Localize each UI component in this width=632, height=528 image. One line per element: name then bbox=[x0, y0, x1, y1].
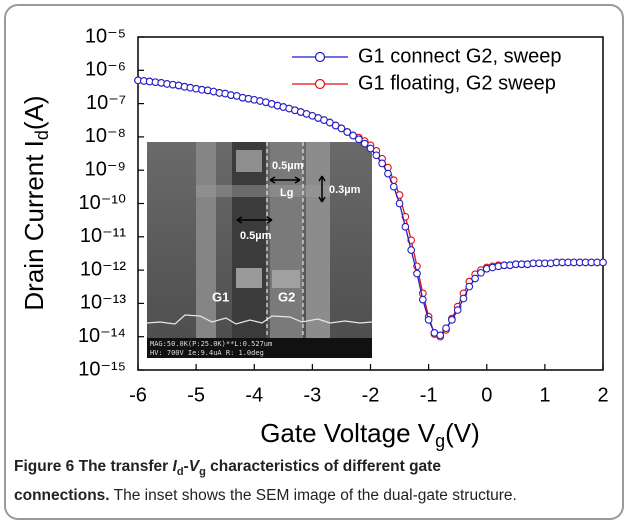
y-tick-label: 10⁻⁶ bbox=[85, 59, 126, 81]
y-tick-label: 10⁻¹⁰ bbox=[79, 192, 126, 214]
caption-title: V bbox=[188, 458, 200, 475]
caption-title: g bbox=[199, 466, 206, 479]
x-tick-label: -3 bbox=[303, 384, 321, 406]
data-point bbox=[453, 306, 462, 314]
data-point bbox=[413, 269, 421, 278]
arrow bbox=[236, 216, 273, 224]
inset-label: G1 bbox=[212, 289, 229, 304]
sem-column bbox=[196, 142, 216, 340]
sem-column bbox=[232, 142, 266, 340]
caption: Figure 6 The transfer Id-Vg characterist… bbox=[14, 455, 624, 507]
sem-inset: 0.5µm Lg 0.3µm 0.5µm G1 G2 MAG:50.0K(P:2… bbox=[146, 142, 373, 358]
caption-title: characteristics of different gate bbox=[205, 458, 441, 475]
data-point bbox=[366, 144, 375, 153]
data-point bbox=[471, 274, 479, 283]
caption-title: The transfer bbox=[74, 458, 173, 475]
x-tick-label: -2 bbox=[362, 384, 380, 406]
data-point bbox=[407, 246, 416, 254]
x-tick-label: 0 bbox=[481, 384, 492, 406]
data-point bbox=[477, 268, 485, 277]
caption-title: d bbox=[176, 466, 184, 479]
x-tick-label: -1 bbox=[420, 384, 438, 406]
x-axis-label-text: Gate Voltage V bbox=[260, 418, 436, 448]
sem-column bbox=[270, 142, 303, 340]
y-tick-label: 10⁻¹¹ bbox=[80, 225, 126, 247]
y-tick-label: 10⁻⁵ bbox=[85, 25, 126, 47]
data-point bbox=[355, 135, 363, 144]
data-point bbox=[448, 316, 456, 324]
x-axis-label-sub: g bbox=[435, 431, 445, 451]
data-point bbox=[349, 131, 357, 140]
sem-block bbox=[236, 150, 262, 172]
data-point bbox=[599, 258, 607, 267]
arrow bbox=[269, 176, 301, 184]
data-point bbox=[360, 139, 369, 148]
legend-marker bbox=[314, 51, 326, 63]
inset-label: Lg bbox=[280, 187, 293, 199]
data-point bbox=[389, 182, 398, 191]
y-axis-label-suffix: (A) bbox=[19, 95, 49, 130]
x-tick-label: -5 bbox=[187, 384, 205, 406]
inset-label: G2 bbox=[278, 289, 295, 304]
y-axis-label-text: Drain Current I bbox=[19, 140, 49, 311]
x-tick-label: -4 bbox=[245, 384, 263, 406]
inset-info: HV: 700V Ie:9.4uA R: 1.0deg bbox=[150, 349, 264, 357]
sem-block bbox=[236, 268, 262, 288]
data-point bbox=[418, 295, 427, 304]
chart: 0.5µm Lg 0.3µm 0.5µm G1 G2 MAG:50.0K(P:2… bbox=[19, 25, 609, 451]
data-point bbox=[337, 124, 346, 133]
data-point bbox=[378, 159, 386, 168]
y-tick-label: 10⁻⁹ bbox=[85, 158, 126, 180]
x-tick-label: 2 bbox=[597, 384, 608, 406]
y-axis-label: Drain Current Id(A) bbox=[19, 95, 52, 310]
inset-label: 0.3µm bbox=[329, 184, 361, 196]
caption-title: - bbox=[183, 458, 189, 475]
data-point bbox=[325, 118, 334, 127]
inset-info: MAG:50.0K(P:25.0K)**L:0.527um bbox=[150, 340, 272, 348]
y-tick-label: 10⁻⁸ bbox=[85, 125, 126, 147]
sem-info-bar bbox=[147, 338, 372, 358]
data-point bbox=[459, 294, 468, 303]
y-tick-label: 10⁻⁷ bbox=[86, 92, 126, 114]
caption-text: The inset shows the SEM image of the dua… bbox=[109, 487, 517, 505]
data-point bbox=[424, 316, 433, 324]
inset-label: 0.5µm bbox=[240, 230, 272, 242]
caption-title: connections. bbox=[14, 487, 110, 505]
sem-profile bbox=[146, 314, 373, 325]
data-point bbox=[395, 199, 404, 208]
data-point bbox=[436, 331, 445, 340]
sem-band bbox=[196, 185, 330, 197]
data-point bbox=[343, 128, 352, 136]
legend-label: G1 floating, G2 sweep bbox=[358, 72, 556, 94]
figure-frame bbox=[4, 4, 624, 520]
arrow bbox=[318, 175, 326, 203]
legend-marker bbox=[314, 78, 326, 90]
inset-label: 0.5µm bbox=[272, 160, 304, 172]
y-tick-label: 10⁻¹⁴ bbox=[78, 325, 126, 347]
y-tick-label: 10⁻¹² bbox=[80, 258, 126, 280]
sem-column bbox=[306, 142, 330, 340]
x-tick-label: 1 bbox=[539, 384, 550, 406]
data-point bbox=[372, 151, 381, 160]
legend-label: G1 connect G2, sweep bbox=[358, 45, 561, 67]
caption-title: I bbox=[172, 458, 177, 475]
y-axis-label-sub: d bbox=[32, 130, 52, 140]
data-point bbox=[465, 282, 474, 291]
caption-label: Figure 6 bbox=[14, 458, 75, 475]
data-point bbox=[401, 222, 410, 231]
x-tick-label: -6 bbox=[129, 384, 147, 406]
x-axis-label: Gate Voltage Vg(V) bbox=[260, 418, 480, 451]
sem-block bbox=[272, 270, 300, 288]
data-point bbox=[384, 169, 392, 178]
y-tick-label: 10⁻¹³ bbox=[80, 292, 126, 314]
x-axis-label-suffix: (V) bbox=[445, 418, 480, 448]
y-tick-label: 10⁻¹⁵ bbox=[78, 358, 126, 380]
data-point bbox=[442, 324, 450, 333]
